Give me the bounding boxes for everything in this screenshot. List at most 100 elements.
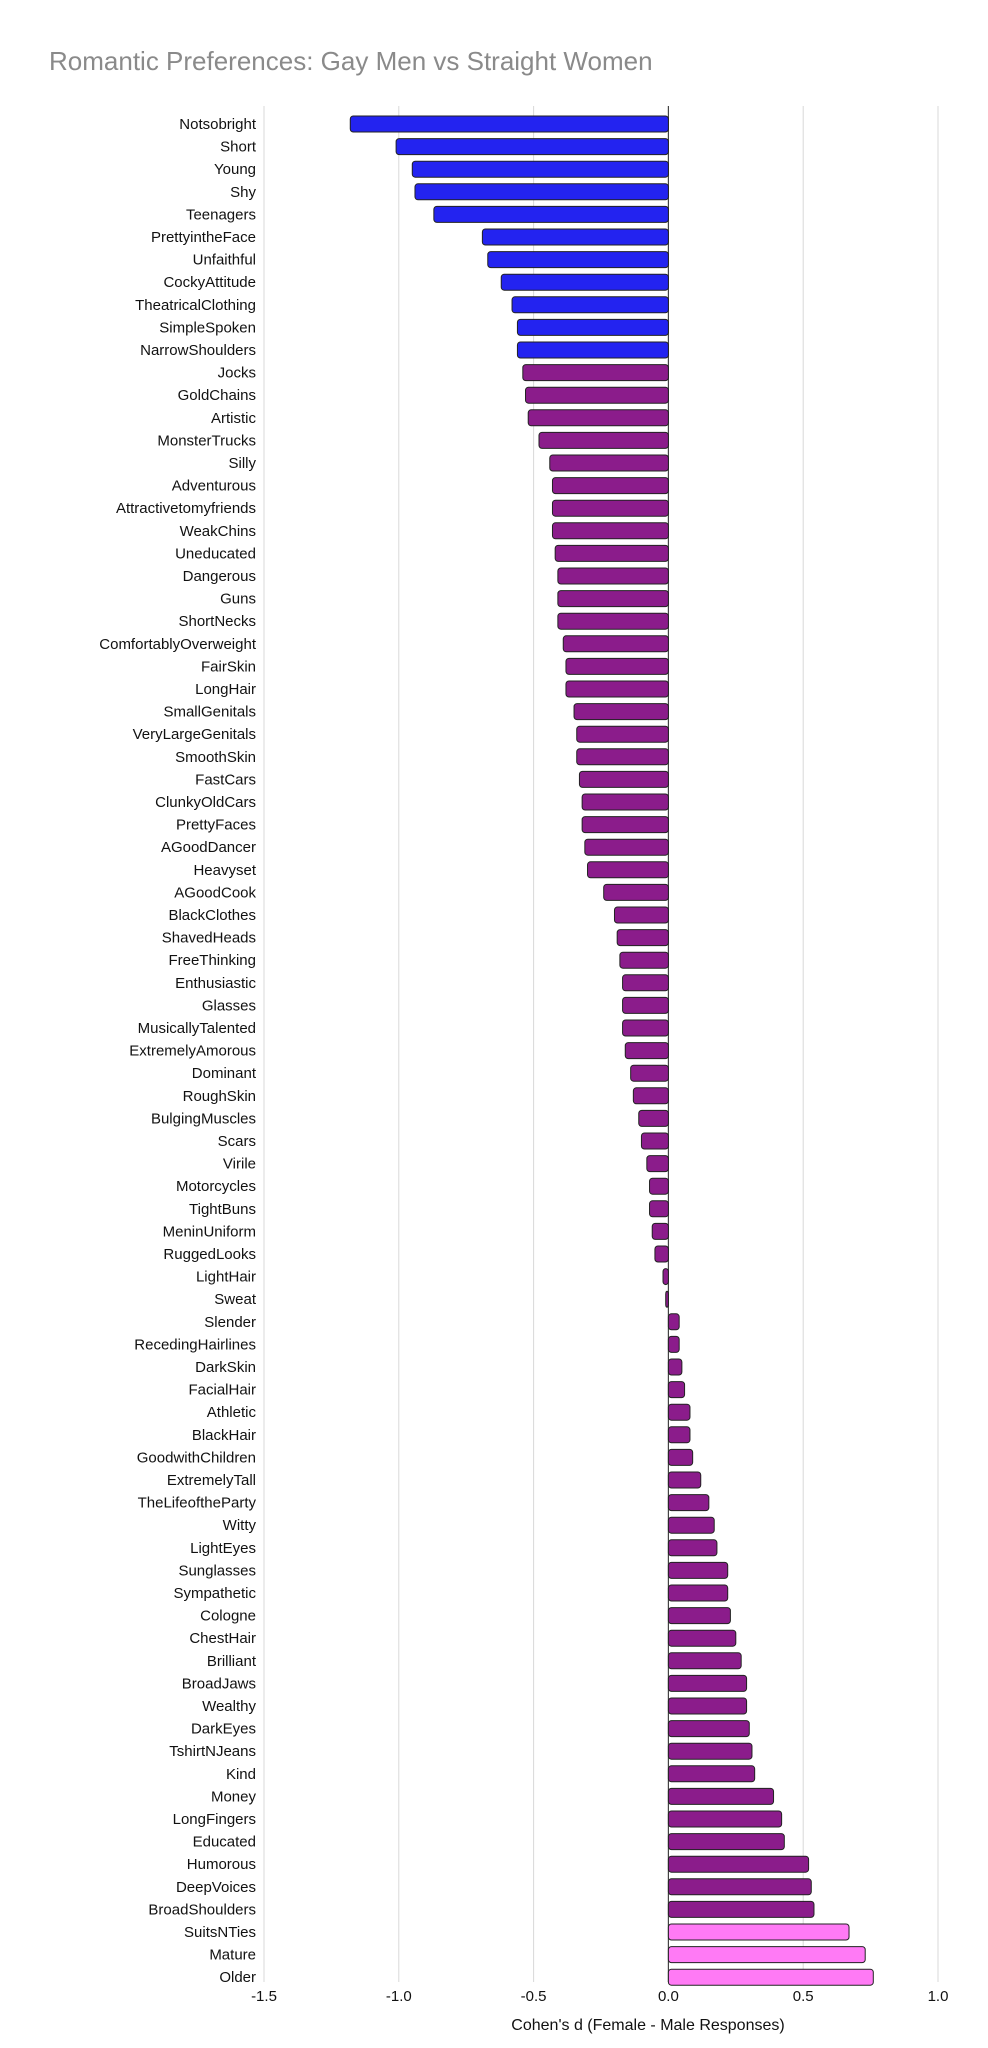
- category-label: Sympathetic: [173, 1585, 256, 1602]
- category-label: Glasses: [202, 997, 256, 1014]
- category-label: Notsobright: [179, 116, 257, 133]
- bar-Notsobright: [349, 115, 669, 133]
- bar-Mature: [667, 1946, 866, 1964]
- category-label: VeryLargeGenitals: [133, 726, 256, 743]
- category-label: LightHair: [196, 1269, 256, 1286]
- category-label: Brilliant: [207, 1653, 257, 1670]
- category-label: Witty: [223, 1517, 257, 1534]
- bar-BroadShoulders: [667, 1900, 815, 1918]
- category-label: Attractivetomyfriends: [116, 500, 256, 517]
- bar-BulgingMuscles: [638, 1109, 669, 1127]
- category-label: Jocks: [218, 365, 256, 382]
- category-label: ShortNecks: [178, 613, 256, 630]
- chart-title: Romantic Preferences: Gay Men vs Straigh…: [49, 46, 653, 76]
- bar-Jocks: [522, 364, 669, 382]
- bar-Brilliant: [667, 1652, 742, 1670]
- category-label: Dangerous: [183, 568, 256, 585]
- category-label: Cologne: [200, 1608, 256, 1625]
- category-label: LongFingers: [173, 1811, 256, 1828]
- category-label: Young: [214, 161, 256, 178]
- category-label: FastCars: [195, 771, 256, 788]
- bar-Kind: [667, 1765, 756, 1783]
- bar-Sweat: [665, 1290, 669, 1308]
- category-label: Short: [220, 139, 257, 156]
- bar-PrettyintheFace: [481, 228, 669, 246]
- category-label: ExtremelyTall: [167, 1472, 256, 1489]
- category-label: SimpleSpoken: [159, 319, 256, 336]
- category-label: Motorcycles: [176, 1178, 256, 1195]
- bar-NarrowShoulders: [516, 341, 669, 359]
- bar-TightBuns: [649, 1200, 669, 1218]
- category-label: Educated: [193, 1834, 256, 1851]
- bar-LongHair: [565, 680, 669, 698]
- category-label: Sunglasses: [178, 1562, 256, 1579]
- category-label: GoodwithChildren: [137, 1449, 256, 1466]
- bar-Motorcycles: [649, 1177, 669, 1195]
- category-label: BroadShoulders: [148, 1901, 256, 1918]
- bar-Silly: [549, 454, 669, 472]
- bar-BlackClothes: [613, 906, 669, 924]
- x-tick-label: 1.0: [928, 1988, 949, 2005]
- category-label: Wealthy: [202, 1698, 256, 1715]
- category-label: RoughSkin: [183, 1088, 256, 1105]
- bar-LongFingers: [667, 1810, 783, 1828]
- category-label: Unfaithful: [193, 252, 256, 269]
- bar-Wealthy: [667, 1697, 748, 1715]
- category-label: Heavyset: [193, 862, 256, 879]
- bar-LightEyes: [667, 1539, 718, 1557]
- bar-ChestHair: [667, 1629, 737, 1647]
- category-label: Silly: [228, 455, 256, 472]
- bar-Athletic: [667, 1403, 691, 1421]
- category-label: Guns: [220, 591, 256, 608]
- category-label: DeepVoices: [176, 1879, 256, 1896]
- category-label: BroadJaws: [182, 1675, 256, 1692]
- bar-ShortNecks: [557, 612, 669, 630]
- x-axis-label: Cohen's d (Female - Male Responses): [511, 2017, 784, 2034]
- category-label: AGoodDancer: [161, 839, 256, 856]
- bar-AGoodDancer: [584, 838, 669, 856]
- category-label: Slender: [204, 1314, 256, 1331]
- bar-Dominant: [630, 1064, 669, 1082]
- bar-SuitsNTies: [667, 1923, 850, 1941]
- category-label: FacialHair: [188, 1382, 256, 1399]
- bar-LightHair: [662, 1268, 669, 1286]
- category-label: TheatricalClothing: [135, 297, 256, 314]
- bar-Cologne: [667, 1607, 731, 1625]
- bar-VeryLargeGenitals: [576, 725, 669, 743]
- category-label: MonsterTrucks: [157, 432, 256, 449]
- category-label: LightEyes: [190, 1540, 256, 1557]
- bar-ComfortablyOverweight: [562, 635, 669, 653]
- x-axis-ticks: -1.5 -1.0 -0.5 0.0 0.5 1.0: [251, 1988, 948, 2005]
- bar-MonsterTrucks: [538, 431, 669, 449]
- category-label: CockyAttitude: [163, 274, 256, 291]
- bar-ClunkyOldCars: [581, 793, 669, 811]
- category-label: Mature: [209, 1947, 256, 1964]
- category-label: Kind: [226, 1766, 256, 1783]
- bar-SimpleSpoken: [516, 318, 669, 336]
- category-label: Shy: [230, 184, 256, 201]
- category-label: ShavedHeads: [162, 930, 256, 947]
- bar-PrettyFaces: [581, 816, 669, 834]
- category-label: ComfortablyOverweight: [99, 636, 257, 653]
- category-label: RecedingHairlines: [134, 1336, 256, 1353]
- bar-ExtremelyTall: [667, 1471, 702, 1489]
- category-label: PrettyFaces: [176, 817, 256, 834]
- bar-AGoodCook: [603, 883, 669, 901]
- bar-Dangerous: [557, 567, 669, 585]
- category-label: Scars: [218, 1133, 256, 1150]
- category-label: SmoothSkin: [175, 749, 256, 766]
- bar-GoldChains: [525, 386, 669, 404]
- category-label: MusicallyTalented: [138, 1020, 256, 1037]
- category-label: Uneducated: [175, 545, 256, 562]
- category-label: DarkEyes: [191, 1721, 256, 1738]
- x-tick-label: 0.0: [658, 1988, 679, 2005]
- bar-ShavedHeads: [616, 929, 669, 947]
- category-label: Artistic: [211, 410, 257, 427]
- category-label: Money: [211, 1788, 257, 1805]
- category-label: ExtremelyAmorous: [129, 1043, 256, 1060]
- bar-Short: [395, 138, 669, 156]
- bar-Heavyset: [587, 861, 669, 879]
- bar-Young: [411, 160, 669, 178]
- category-label: BulgingMuscles: [151, 1110, 256, 1127]
